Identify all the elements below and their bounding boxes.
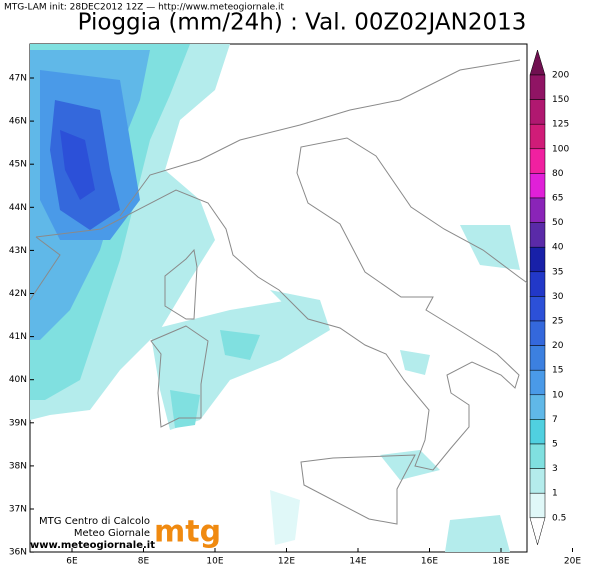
colorbar-label: 1	[552, 489, 558, 499]
colorbar-box	[529, 99, 546, 125]
lat-label: 38N	[9, 461, 27, 471]
lat-label: 40N	[9, 375, 27, 385]
logo-url: www.meteogiornale.it	[30, 540, 155, 551]
colorbar: 200 150 125 100 80 65 50 40 35 30 25 20 15 10 7 5 3 1 0.5	[529, 49, 569, 546]
logo: MTG Centro di Calcolo Meteo Giornale www…	[30, 515, 221, 552]
lon-label: 12E	[278, 557, 295, 567]
lon-label: 18E	[492, 557, 509, 567]
map-area	[29, 43, 528, 553]
map-title: Pioggia (mm/24h) : Val. 00Z02JAN2013	[78, 10, 527, 36]
colorbar-box	[529, 246, 546, 273]
colorbar-label: 200	[552, 71, 569, 81]
colorbar-box	[529, 443, 546, 469]
lat-label: 44N	[9, 203, 27, 213]
lat-label: 46N	[9, 117, 27, 127]
colorbar-bottom	[529, 517, 546, 546]
colorbar-label: 10	[552, 390, 564, 400]
lon-label: 14E	[349, 557, 366, 567]
lat-label: 42N	[9, 289, 27, 299]
colorbar-label: 5	[552, 440, 558, 450]
colorbar-label: 35	[552, 267, 563, 277]
axis-labels: 47N 46N 45N 44N 43N 42N 41N 40N 39N 38N 37N 36N 6E 8E…	[9, 74, 582, 567]
lon-label: 10E	[206, 557, 223, 567]
colorbar-box	[529, 345, 546, 371]
lon-label: 20E	[564, 557, 581, 567]
colorbar-label: 15	[552, 366, 563, 376]
colorbar-label: 100	[552, 144, 569, 154]
lat-label: 45N	[9, 160, 27, 170]
colorbar-box	[529, 222, 546, 248]
colorbar-box	[529, 468, 546, 494]
colorbar-box	[529, 296, 546, 322]
lat-label: 41N	[9, 332, 27, 342]
colorbar-top	[529, 49, 546, 76]
lat-label: 37N	[9, 505, 27, 515]
logo-line2: Meteo Giornale	[74, 528, 150, 539]
colorbar-box	[529, 173, 546, 199]
colorbar-box	[529, 394, 546, 420]
coastlines	[30, 59, 527, 525]
run-info: MTG-LAM init: 28DEC2012 12Z — http://www…	[4, 3, 285, 13]
colorbar-label: 50	[552, 218, 564, 228]
logo-line1: MTG Centro di Calcolo	[39, 516, 150, 527]
colorbar-box	[529, 271, 546, 297]
colorbar-label: 0.5	[552, 513, 566, 523]
lon-label: 16E	[421, 557, 438, 567]
colorbar-label: 150	[552, 95, 569, 105]
lat-label: 47N	[9, 74, 27, 84]
colorbar-label: 30	[552, 292, 564, 302]
colorbar-box	[529, 123, 546, 150]
lon-label: 8E	[138, 557, 150, 567]
lat-label: 39N	[9, 418, 27, 428]
colorbar-label: 125	[552, 120, 569, 130]
colorbar-box	[529, 148, 546, 174]
colorbar-label: 40	[552, 243, 564, 253]
colorbar-box	[529, 369, 546, 396]
colorbar-label: 20	[552, 341, 564, 351]
colorbar-box	[529, 197, 546, 223]
colorbar-label: 3	[552, 464, 558, 474]
colorbar-box	[529, 492, 546, 519]
lat-label: 43N	[9, 246, 27, 256]
colorbar-box	[529, 74, 546, 100]
colorbar-box	[529, 320, 546, 346]
colorbar-label: 65	[552, 194, 563, 204]
lon-label: 6E	[66, 557, 78, 567]
lat-label: 36N	[9, 548, 27, 558]
colorbar-label: 25	[552, 317, 563, 327]
logo-brand: mtg	[154, 515, 221, 550]
colorbar-box	[529, 419, 546, 445]
colorbar-label: 80	[552, 169, 564, 179]
colorbar-label: 7	[552, 415, 558, 425]
